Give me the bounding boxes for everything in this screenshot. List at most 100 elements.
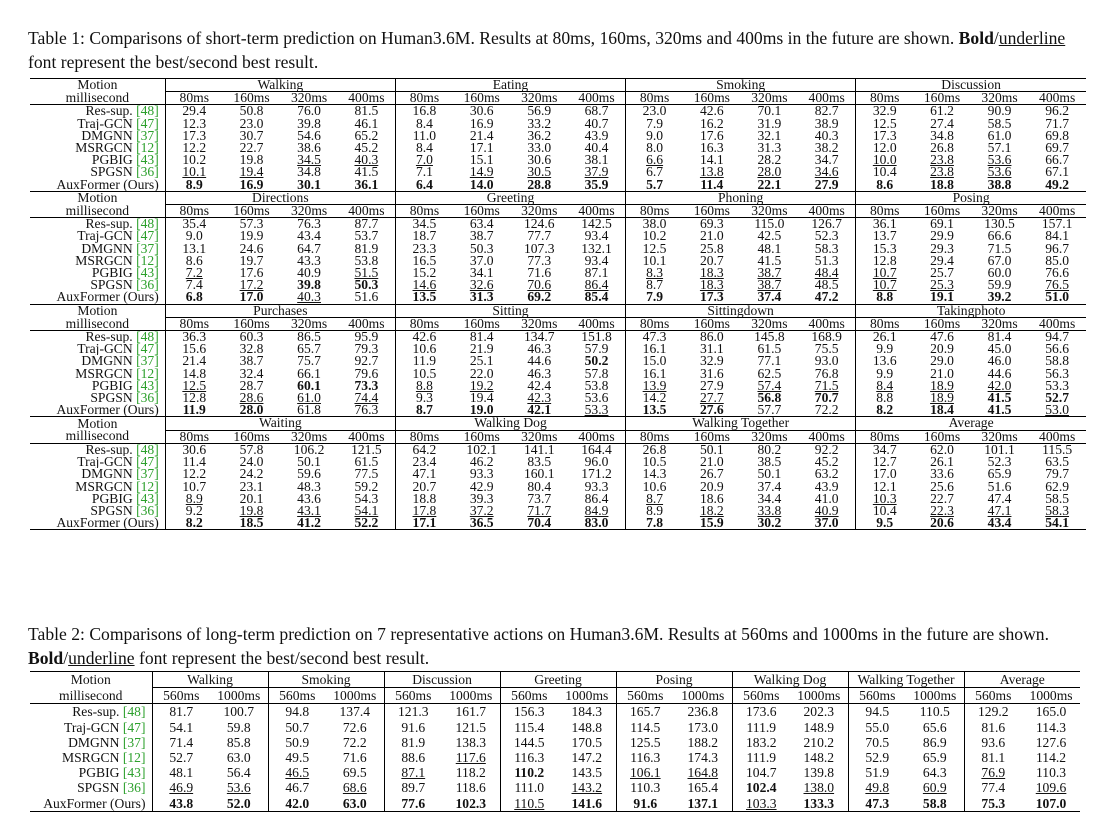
method-name-cell: Traj-GCN [47] [30,343,165,355]
value-cell: 16.2 [699,117,724,130]
value-cell: 22.3 [930,504,954,518]
value-cell: 54.1 [354,504,379,518]
value-cell: 81.9 [354,242,379,255]
value-cell: 65.2 [354,129,379,143]
value-cell: 40.9 [814,504,839,518]
value-cell: 57.8 [222,442,281,457]
value-cell: 69.5 [342,765,367,781]
value-cell: 52.7 [1045,392,1070,405]
value-cell: 12.7 [855,456,914,469]
value-cell: 23.0 [625,104,684,118]
value-cell: 106.2 [280,442,338,457]
value-cell: 86.5 [280,330,338,344]
value-cell: 94.8 [267,703,327,720]
value-cell: 75.7 [297,355,321,368]
table-row: MSRGCN [12] 12.2 22.7 38.6 45.2 8.4 17.1 33.0 40… [30,142,1086,155]
value-cell: 28.8 [527,178,552,192]
value-cell: 18.9 [930,392,954,405]
value-cell: 9.9 [855,343,914,356]
value-cell: 52.2 [354,517,379,530]
value-cell: 69.1 [913,217,971,231]
value-cell: 81.1 [963,750,1023,766]
time-header: 320ms [751,430,788,444]
time-header: 160ms [463,91,500,105]
method-name: SPGSN [90,279,133,292]
value-cell: 85.4 [584,291,609,305]
table1-caption-text: Comparisons of short-term prediction on … [89,28,955,48]
value-cell: 72.6 [342,719,367,735]
method-name: Res-sup. [72,704,120,720]
value-cell: 94.5 [847,703,907,720]
value-cell: 34.8 [930,129,954,143]
value-cell: 8.4 [394,117,453,130]
value-cell: 40.4 [584,142,609,155]
value-cell: 115.0 [740,217,799,231]
value-cell: 47.2 [814,291,839,305]
value-cell: 148.2 [803,750,835,766]
table-row: Res-sup. [48] 36.3 60.3 86.5 95.9 42.6 81.4 134… [30,330,1086,344]
method-name-cell: Traj-GCN [47] [30,118,165,130]
value-cell: 42.6 [394,330,453,344]
value-cell: 160.1 [523,468,555,481]
method-ref: [12] [136,480,159,493]
value-cell: 57.7 [757,404,782,417]
action-header: Average [963,671,1081,689]
table2-action-header-row: Motion Walking Smoking Discussion Greeting Po… [30,671,1081,689]
value-cell: 91.6 [615,795,675,812]
value-cell: 87.7 [337,217,396,231]
value-cell: 43.4 [297,230,321,243]
value-cell: 110.3 [1036,765,1067,781]
table1-time-header-row: millisecond 80ms 160ms 320ms 400ms 80ms 160ms 3… [30,91,1086,105]
action-header: Walking [164,78,396,93]
value-cell: 142.5 [568,217,626,231]
value-cell: 18.9 [930,379,954,393]
value-cell: 9.3 [394,392,453,405]
value-cell: 71.4 [151,734,210,751]
value-cell: 125.5 [615,734,675,751]
value-cell: 12.3 [164,117,223,130]
time-header: 400ms [808,91,845,105]
action-header: Walking Together [625,416,856,431]
table-row: DMGNN [37] 12.2 24.2 59.6 77.5 47.1 93.3 160.1 1… [30,468,1086,481]
value-cell: 61.5 [757,343,782,356]
value-cell: 53.0 [1045,404,1070,417]
time-header: 320ms [981,430,1018,444]
value-cell: 93.4 [584,230,609,243]
value-cell: 130.5 [970,217,1029,231]
value-cell: 22.7 [930,492,954,505]
millisecond-label: millisecond [65,91,130,105]
value-cell: 36.5 [469,517,494,530]
method-name: Traj-GCN [64,719,120,735]
value-cell: 46.7 [267,780,327,796]
value-cell: 76.9 [963,765,1023,781]
value-cell: 65.7 [297,343,321,356]
value-cell: 29.4 [164,104,223,118]
value-cell: 107.3 [523,242,555,255]
value-cell: 69.8 [1045,129,1070,143]
value-cell: 14.1 [699,154,724,167]
value-cell: 49.8 [847,780,907,796]
value-cell: 51.6 [987,480,1012,493]
value-cell: 13.8 [699,166,724,179]
value-cell: 70.1 [740,104,799,118]
value-cell: 11.9 [394,355,453,368]
value-cell: 65.6 [922,719,947,735]
method-ref: [47] [122,719,146,735]
value-cell: 118.6 [455,780,486,796]
value-cell: 80.4 [527,480,552,493]
value-cell: 100.7 [210,703,269,720]
method-name-cell: AuxFormer (Ours) [30,796,152,812]
method-name: MSRGCN [62,750,120,766]
value-cell: 38.1 [584,154,609,167]
value-cell: 63.0 [342,795,367,811]
table-row: Traj-GCN [47] 12.3 23.0 39.8 46.1 8.4 16.9 33.2… [30,117,1086,130]
value-cell: 30.1 [297,178,321,192]
time-header: 80ms [164,91,223,105]
time-header: 400ms [348,317,385,331]
value-cell: 57.1 [987,142,1012,155]
action-header: Eating [394,78,626,93]
value-cell: 32.8 [239,343,264,356]
value-cell: 33.0 [527,142,552,155]
value-cell: 202.3 [790,703,849,720]
value-cell: 48.3 [297,480,321,493]
